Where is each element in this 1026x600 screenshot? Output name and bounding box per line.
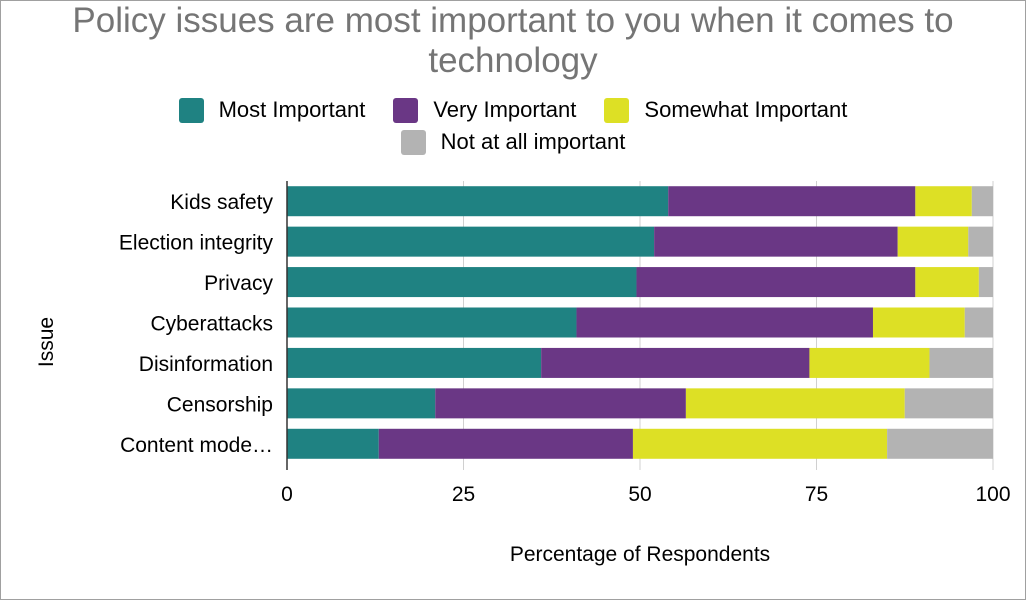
bar-censorship-not-at-all-important <box>904 388 993 419</box>
x-tick-labels: 0 25 50 75 100 <box>281 483 1010 506</box>
legend-swatch-very-important <box>393 97 419 123</box>
bar-cyberattacks-very-important <box>576 307 873 338</box>
category-label-election-integrity: Election integrity <box>119 232 274 255</box>
bar-kids-safety-somewhat-important <box>915 186 972 217</box>
category-label-cyberattacks: Cyberattacks <box>150 313 273 336</box>
bar-privacy-somewhat-important <box>915 267 979 298</box>
chart-title: Policy issues are most important to you … <box>72 1 954 80</box>
bar-disinformation-somewhat-important <box>809 347 930 378</box>
bar-cyberattacks-most-important <box>287 307 577 338</box>
bar-cyberattacks-somewhat-important <box>872 307 965 338</box>
x-tick-label-0: 0 <box>281 483 293 506</box>
bar-content-mode-not-at-all-important <box>887 428 993 459</box>
bar-cyberattacks-not-at-all-important <box>964 307 993 338</box>
legend-item-not-at-all-important: Not at all important <box>400 126 626 158</box>
bar-disinformation-very-important <box>541 347 810 378</box>
category-labels: Kids safety Election integrity Privacy Cybe… <box>119 191 274 457</box>
bar-kids-safety-not-at-all-important <box>971 186 993 217</box>
legend-item-most-important: Most Important <box>178 94 366 126</box>
bar-disinformation-not-at-all-important <box>929 347 993 378</box>
bar-content-mode-most-important <box>287 428 379 459</box>
legend-label-somewhat-important: Somewhat Important <box>644 97 848 122</box>
bars <box>287 186 993 459</box>
legend-item-very-important: Very Important <box>393 94 576 126</box>
bar-election-integrity-not-at-all-important <box>968 226 993 257</box>
bar-kids-safety-very-important <box>668 186 916 217</box>
legend-swatch-somewhat-important <box>604 97 630 123</box>
y-axis-title: Issue <box>35 317 58 367</box>
bar-content-mode-somewhat-important <box>632 428 888 459</box>
x-tick-label-25: 25 <box>452 483 475 506</box>
category-label-disinformation: Disinformation <box>139 353 273 376</box>
x-tick-label-75: 75 <box>805 483 828 506</box>
bar-censorship-most-important <box>287 388 436 419</box>
x-axis-title: Percentage of Respondents <box>510 543 770 566</box>
bar-censorship-somewhat-important <box>685 388 905 419</box>
bar-election-integrity-somewhat-important <box>897 226 969 257</box>
bar-privacy-most-important <box>287 267 637 298</box>
category-label-kids-safety: Kids safety <box>170 191 273 214</box>
x-tick-label-100: 100 <box>975 483 1010 506</box>
bar-content-mode-very-important <box>378 428 633 459</box>
bar-privacy-not-at-all-important <box>978 267 993 298</box>
x-tick-label-50: 50 <box>628 483 651 506</box>
category-label-censorship: Censorship <box>167 393 273 416</box>
legend-label-most-important: Most Important <box>218 97 366 122</box>
legend-swatch-most-important <box>178 97 204 123</box>
legend: Most Important Very Important Somewhat I… <box>1 94 1025 158</box>
category-label-content-mode: Content mode… <box>120 434 273 457</box>
category-label-privacy: Privacy <box>204 272 273 295</box>
bar-censorship-very-important <box>435 388 686 419</box>
bar-election-integrity-most-important <box>287 226 655 257</box>
legend-item-somewhat-important: Somewhat Important <box>604 94 847 126</box>
bar-election-integrity-very-important <box>654 226 898 257</box>
bar-privacy-very-important <box>636 267 916 298</box>
bar-disinformation-most-important <box>287 347 542 378</box>
legend-label-not-at-all-important: Not at all important <box>440 129 626 154</box>
legend-label-very-important: Very Important <box>433 97 577 122</box>
legend-swatch-not-at-all-important <box>400 129 426 155</box>
bar-kids-safety-most-important <box>287 186 669 217</box>
